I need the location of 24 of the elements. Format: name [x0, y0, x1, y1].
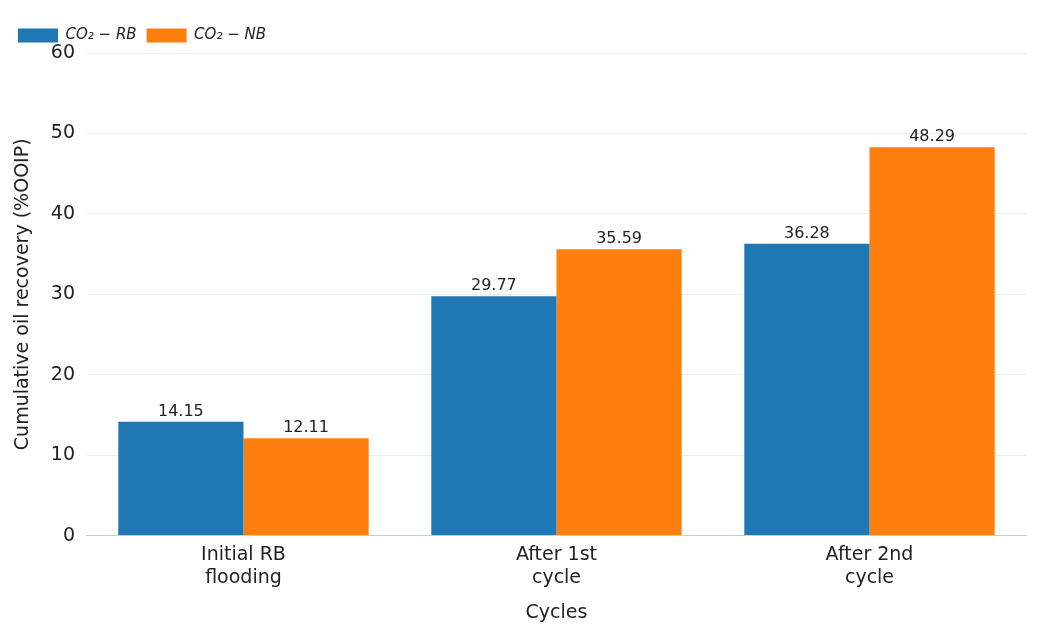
y-tick-label: 30 [50, 281, 75, 304]
data-label: 14.15 [157, 400, 204, 420]
y-tick-label: 50 [50, 120, 75, 143]
data-label: 35.59 [596, 228, 642, 248]
x-tick-label: After 2nd cycle [825, 541, 914, 587]
y-tick-label: 10 [50, 442, 75, 465]
bar [243, 438, 369, 536]
data-label: 36.28 [783, 222, 830, 242]
bar [118, 421, 244, 536]
y-tick-label: 0 [62, 522, 75, 545]
x-axis-title: Cycles [525, 599, 588, 622]
y-tick-label: 20 [50, 361, 75, 384]
data-label: 12.11 [283, 417, 329, 437]
bar [431, 296, 557, 536]
bar [744, 243, 870, 536]
bar [556, 249, 682, 536]
y-axis-title: Cumulative oil recovery (%OOIP) [10, 138, 33, 451]
data-label: 48.29 [909, 126, 955, 146]
bar [869, 147, 995, 536]
x-tick-label: Initial RB flooding [201, 541, 286, 587]
y-tick-label: 40 [50, 200, 75, 223]
legend-label: CO₂ − NB [194, 25, 267, 44]
data-label: 29.77 [470, 275, 517, 295]
x-tick-label: After 1st cycle [515, 541, 598, 587]
